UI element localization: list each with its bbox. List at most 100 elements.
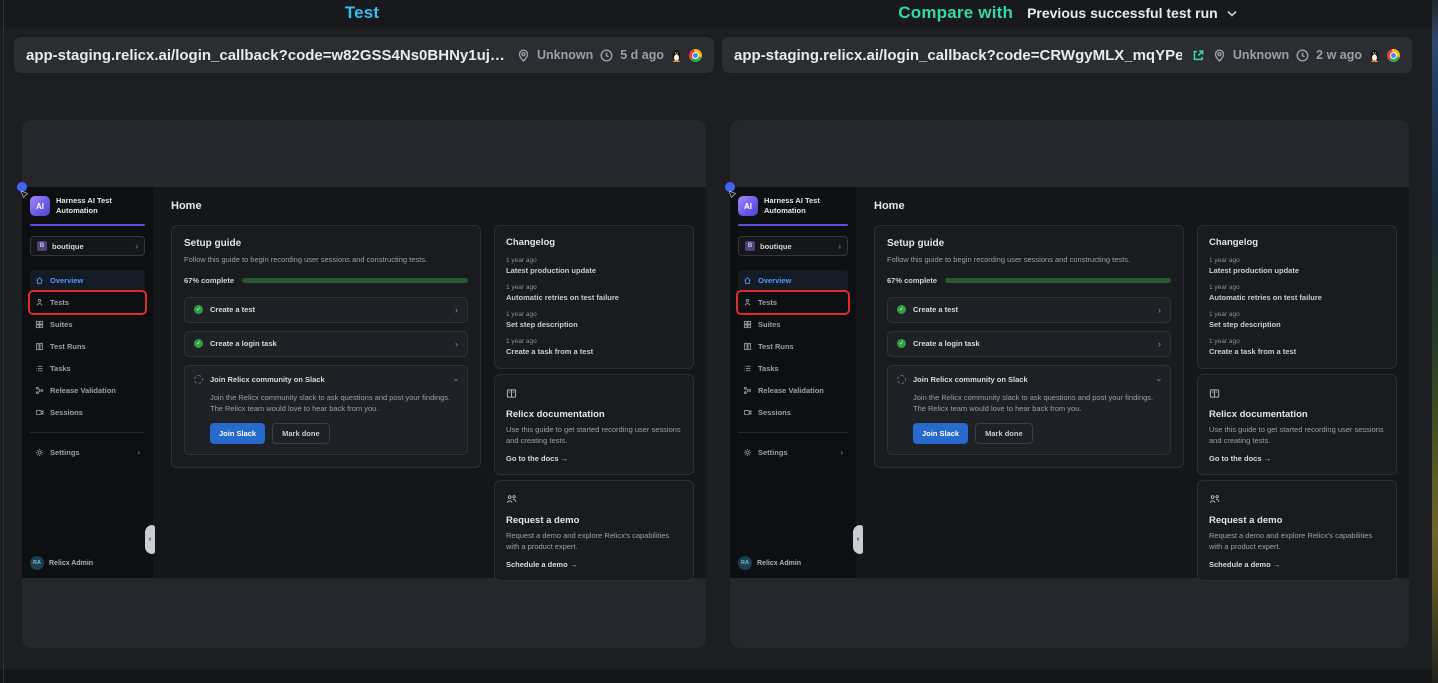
app-main-content: Home Setup guide Follow this guide to be… — [856, 187, 1409, 578]
sessions-icon — [35, 408, 44, 417]
book-icon — [506, 386, 682, 404]
setup-item-join-slack[interactable]: Join Relicx community on Slack › Join th… — [887, 365, 1171, 456]
docs-card-title: Relicx documentation — [506, 409, 682, 420]
test-run-pane: AI Harness AI TestAutomation B boutique … — [14, 110, 710, 650]
changelog-entry: 1 year ago Latest production update — [506, 257, 682, 275]
sidebar-nav: Overview Tests Suites Test Runs Tasks — [30, 270, 145, 463]
compare-run-pane: AI Harness AI TestAutomation B boutique … — [722, 110, 1413, 650]
tasks-icon — [743, 364, 752, 373]
unchecked-circle-icon — [194, 375, 203, 384]
sidebar-collapse-handle[interactable]: ‹ — [145, 525, 155, 554]
changelog-card: Changelog 1 year ago Latest production u… — [1197, 225, 1397, 369]
setup-item-create-login-task[interactable]: ✓ Create a login task › — [887, 331, 1171, 357]
project-selector[interactable]: B boutique › — [738, 236, 848, 256]
release-validation-icon — [35, 386, 44, 395]
user-account-row[interactable]: RA Relicx Admin — [738, 556, 848, 570]
cursor-marker — [17, 182, 27, 192]
sidebar-item-tests[interactable]: Tests — [738, 292, 848, 313]
setup-item-create-test[interactable]: ✓ Create a test › — [184, 297, 468, 323]
chevron-down-icon: › — [1155, 378, 1165, 381]
chevron-down-icon — [1227, 10, 1237, 17]
open-in-new-tab-icon[interactable] — [1192, 49, 1205, 62]
location-pin-icon — [517, 49, 530, 62]
sidebar-item-settings[interactable]: Settings › — [30, 442, 145, 463]
page-title: Home — [874, 200, 1397, 212]
setup-progress: 67% complete — [184, 276, 468, 285]
app-main-content: Home Setup guide Follow this guide to be… — [153, 187, 706, 578]
sidebar-item-settings[interactable]: Settings › — [738, 442, 848, 463]
setup-item-create-login-task[interactable]: ✓ Create a login task › — [184, 331, 468, 357]
settings-icon — [743, 448, 752, 457]
changelog-entry: 1 year ago Set step description — [1209, 311, 1385, 329]
changelog-entry: 1 year ago Create a task from a test — [1209, 338, 1385, 356]
sidebar-item-tasks[interactable]: Tasks — [738, 358, 848, 379]
project-selector[interactable]: B boutique › — [30, 236, 145, 256]
compare-url-bar: app-staging.relicx.ai/login_callback?cod… — [722, 37, 1412, 73]
setup-progress: 67% complete — [887, 276, 1171, 285]
compare-time-ago: 2 w ago — [1316, 48, 1362, 62]
unchecked-circle-icon — [897, 375, 906, 384]
sidebar-collapse-handle[interactable]: ‹ — [853, 525, 863, 554]
join-slack-button[interactable]: Join Slack — [210, 423, 265, 444]
location-pin-icon — [1213, 49, 1226, 62]
chevron-down-icon: › — [452, 378, 462, 381]
mouse-pointer-icon — [21, 191, 28, 198]
tasks-icon — [35, 364, 44, 373]
app-brand: AI Harness AI TestAutomation — [30, 196, 145, 216]
release-validation-icon — [743, 386, 752, 395]
sidebar-item-sessions[interactable]: Sessions — [738, 402, 848, 423]
join-slack-button[interactable]: Join Slack — [913, 423, 968, 444]
chevron-right-icon: › — [1158, 339, 1161, 349]
request-demo-card: Request a demo Request a demo and explor… — [1197, 480, 1397, 581]
page-title: Home — [171, 200, 694, 212]
request-demo-card: Request a demo Request a demo and explor… — [494, 480, 694, 581]
mouse-pointer-icon — [729, 191, 736, 198]
cursor-marker — [725, 182, 735, 192]
user-account-row[interactable]: RA Relicx Admin — [30, 556, 145, 570]
relicx-app-screenshot: AI Harness AI TestAutomation B boutique … — [730, 187, 1409, 578]
sidebar-item-test-runs[interactable]: Test Runs — [30, 336, 145, 357]
clock-icon — [1296, 49, 1309, 62]
test-url: app-staging.relicx.ai/login_callback?cod… — [26, 47, 505, 64]
mark-done-button[interactable]: Mark done — [272, 423, 330, 444]
test-runs-icon — [743, 342, 752, 351]
avatar: RA — [738, 556, 752, 570]
chevron-right-icon: › — [838, 242, 841, 251]
setup-item-create-test[interactable]: ✓ Create a test › — [887, 297, 1171, 323]
test-runs-icon — [35, 342, 44, 351]
mark-done-button[interactable]: Mark done — [975, 423, 1033, 444]
compare-run-selector[interactable]: Previous successful test run — [1027, 5, 1237, 21]
join-slack-description: Join the Relicx community slack to ask q… — [913, 392, 1161, 415]
app-brand-name: Harness AI TestAutomation — [764, 196, 820, 216]
linux-tux-icon — [671, 49, 682, 62]
clock-icon — [600, 49, 613, 62]
docs-card-description: Use this guide to get started recording … — [506, 425, 682, 447]
sidebar-item-sessions[interactable]: Sessions — [30, 402, 145, 423]
sidebar-item-overview[interactable]: Overview — [738, 270, 848, 291]
sidebar-item-overview[interactable]: Overview — [30, 270, 145, 291]
harness-logo-icon: AI — [738, 196, 758, 216]
sidebar-item-tests[interactable]: Tests — [30, 292, 145, 313]
setup-item-join-slack[interactable]: Join Relicx community on Slack › Join th… — [184, 365, 468, 456]
go-to-docs-link[interactable]: Go to the docs → — [506, 454, 682, 463]
people-icon — [506, 492, 682, 510]
sidebar-item-suites[interactable]: Suites — [738, 314, 848, 335]
go-to-docs-link[interactable]: Go to the docs → — [1209, 454, 1385, 463]
book-icon — [1209, 386, 1385, 404]
sidebar-item-release-validation[interactable]: Release Validation — [738, 380, 848, 401]
sidebar-item-test-runs[interactable]: Test Runs — [738, 336, 848, 357]
sidebar-item-release-validation[interactable]: Release Validation — [30, 380, 145, 401]
wallpaper-edge-strip — [1432, 0, 1438, 683]
demo-card-title: Request a demo — [506, 515, 682, 526]
sidebar-item-suites[interactable]: Suites — [30, 314, 145, 335]
test-url-bar: app-staging.relicx.ai/login_callback?cod… — [14, 37, 714, 73]
left-edge-divider — [3, 0, 4, 683]
app-brand: AI Harness AI TestAutomation — [738, 196, 848, 216]
tests-icon — [35, 298, 44, 307]
docs-card-description: Use this guide to get started recording … — [1209, 425, 1385, 447]
schedule-demo-link[interactable]: Schedule a demo → — [506, 560, 682, 569]
sidebar-item-tasks[interactable]: Tasks — [30, 358, 145, 379]
changelog-card: Changelog 1 year ago Latest production u… — [494, 225, 694, 369]
sidebar-divider — [30, 432, 145, 433]
schedule-demo-link[interactable]: Schedule a demo → — [1209, 560, 1385, 569]
